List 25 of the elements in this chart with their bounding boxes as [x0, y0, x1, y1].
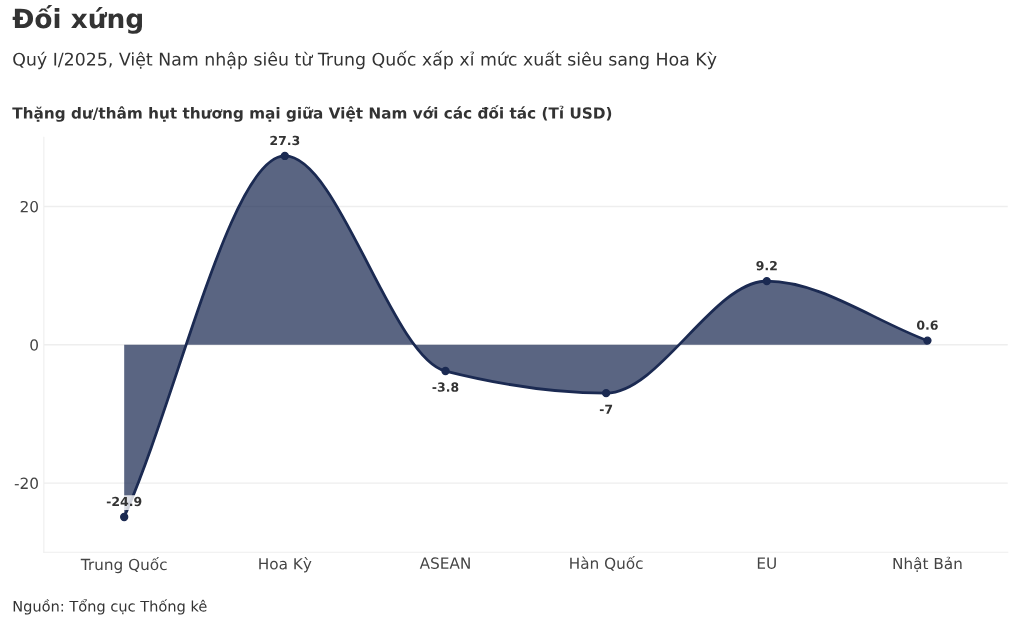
point — [601, 389, 611, 398]
chart-subtitle: Quý I/2025, Việt Nam nhập siêu từ Trung Quốc xấp xỉ mức xuất siêu sang Hoa Kỳ — [13, 50, 717, 70]
data-label: -24.9 — [106, 496, 142, 507]
point — [923, 336, 932, 345]
data-label: 0.6 — [916, 320, 938, 330]
point — [441, 366, 450, 376]
text: Nguồn: Tổng cục Thống kê — [13, 598, 207, 615]
point — [120, 512, 129, 522]
x-tick-label: EU — [757, 557, 776, 569]
y-axis-title: Thặng dư/thâm hụt thương mại giữa Việt Nam với các đối tác (Tỉ USD) — [12, 105, 612, 122]
data-label: 9.2 — [756, 260, 777, 271]
y-tick-label: 20 — [20, 200, 38, 213]
y-tick-label: -20 — [14, 477, 38, 490]
x-tick-label: Hoa Kỳ — [259, 557, 312, 573]
chart-title: Đối xứng — [12, 4, 142, 34]
data-label: -3.8 — [432, 382, 459, 392]
point — [762, 276, 771, 286]
x-tick-label: Hàn Quốc — [570, 555, 643, 571]
data-label: 27.3 — [270, 135, 300, 146]
point — [280, 151, 290, 161]
y-tick-label: 0 — [30, 339, 38, 351]
data-label: -7 — [599, 404, 613, 414]
x-tick-label: Nhật Bản — [893, 556, 962, 572]
x-tick-label: ASEAN — [419, 557, 470, 569]
x-tick-label: Trung Quốc — [80, 557, 167, 574]
